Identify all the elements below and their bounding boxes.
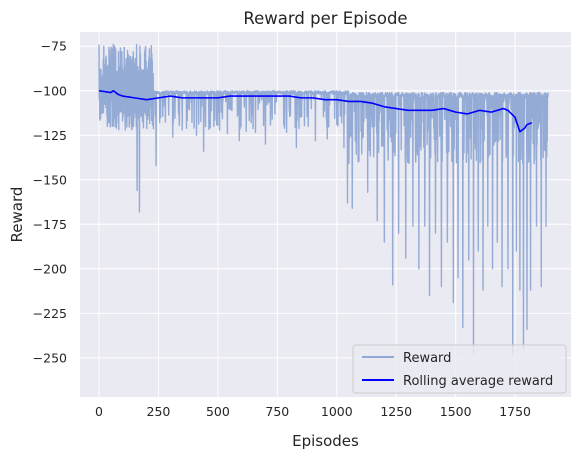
rolling-average-series (98, 89, 533, 133)
chart-title: Reward per Episode (243, 9, 407, 28)
x-tick-label: 750 (265, 404, 289, 419)
x-tick-labels: 0 250 500 750 1000 1250 1500 1750 (95, 404, 531, 419)
x-tick-label: 1750 (499, 404, 531, 419)
y-tick-label: −200 (33, 261, 67, 276)
x-tick-label: 1500 (440, 404, 472, 419)
x-axis-label: Episodes (292, 432, 359, 450)
y-axis-label: Reward (8, 187, 26, 243)
y-tick-label: −75 (41, 39, 67, 54)
x-tick-label: 0 (95, 404, 103, 419)
y-tick-label: −225 (33, 306, 67, 321)
x-tick-label: 1000 (321, 404, 353, 419)
y-tick-label: −175 (33, 217, 67, 232)
rolling-average-line (98, 89, 533, 133)
x-tick-label: 250 (147, 404, 171, 419)
legend: Reward Rolling average reward (352, 344, 567, 394)
legend-box (352, 344, 567, 394)
x-tick-label: 1250 (380, 404, 412, 419)
legend-label-rolling-average: Rolling average reward (403, 374, 553, 389)
y-tick-label: −250 (33, 350, 67, 365)
x-tick-label: 500 (206, 404, 230, 419)
y-tick-label: −125 (33, 128, 67, 143)
legend-label-reward: Reward (403, 351, 451, 366)
y-tick-label: −150 (33, 172, 67, 187)
y-tick-label: −100 (33, 83, 67, 98)
y-tick-labels: −75 −100 −125 −150 −175 −200 −225 −250 (33, 39, 67, 366)
